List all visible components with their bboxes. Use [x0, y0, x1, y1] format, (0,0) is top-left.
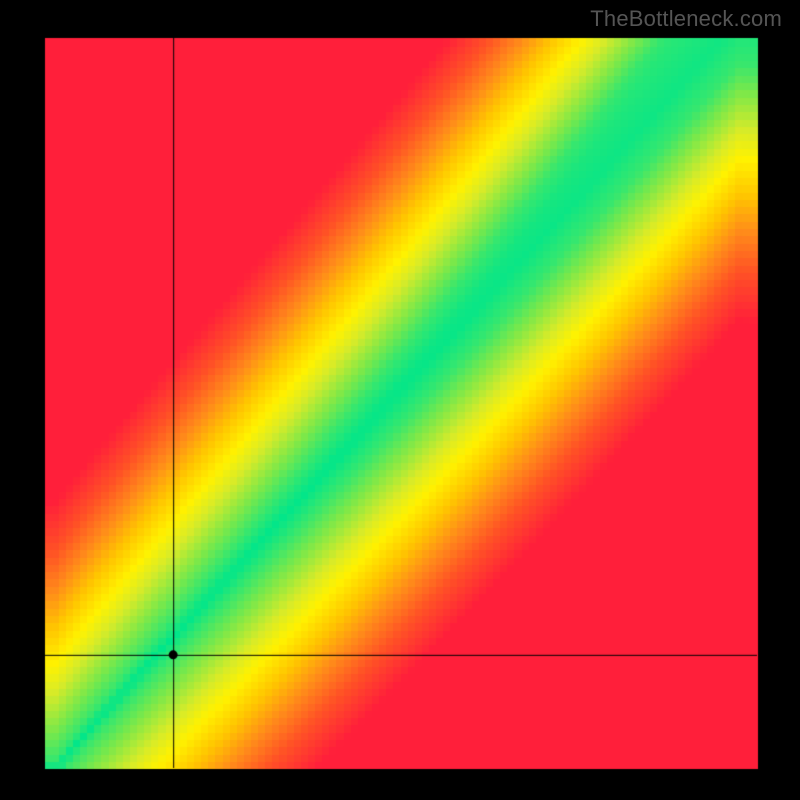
- chart-container: TheBottleneck.com: [0, 0, 800, 800]
- watermark-text: TheBottleneck.com: [590, 6, 782, 32]
- bottleneck-heatmap: [0, 0, 800, 800]
